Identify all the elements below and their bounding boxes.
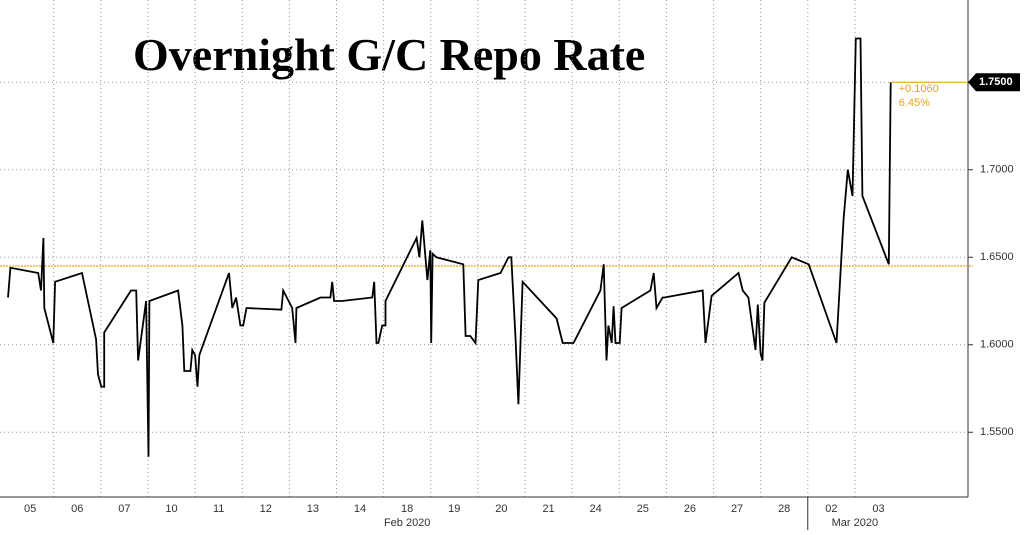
x-tick-label: 11 xyxy=(213,503,224,515)
annotation: +0.1060 xyxy=(899,83,939,95)
last-value-label: 1.7500 xyxy=(979,76,1013,88)
x-tick-label: 06 xyxy=(71,503,83,515)
x-tick-label: 26 xyxy=(684,503,696,515)
month-label: Feb 2020 xyxy=(384,517,430,529)
x-tick-label: 07 xyxy=(118,503,130,515)
x-tick-label: 25 xyxy=(637,503,649,515)
x-tick-label: 05 xyxy=(24,503,36,515)
x-tick-label: 12 xyxy=(260,503,272,515)
y-tick-label: 1.6000 xyxy=(980,339,1014,351)
last-value-box xyxy=(968,73,1020,92)
x-tick-label: 21 xyxy=(542,503,554,515)
y-tick-label: 1.5500 xyxy=(980,426,1014,438)
x-tick-label: 28 xyxy=(778,503,790,515)
annotation: 6.45% xyxy=(899,97,930,109)
y-tick-label: 1.7000 xyxy=(980,164,1014,176)
x-tick-label: 14 xyxy=(354,503,366,515)
x-tick-label: 24 xyxy=(590,503,602,515)
x-tick-label: 27 xyxy=(731,503,743,515)
y-tick-label: 1.6500 xyxy=(980,251,1014,263)
x-tick-label: 20 xyxy=(495,503,507,515)
month-label: Mar 2020 xyxy=(832,517,878,529)
x-tick-label: 18 xyxy=(401,503,413,515)
x-tick-label: 03 xyxy=(872,503,884,515)
chart-title: Overnight G/C Repo Rate xyxy=(133,29,645,80)
data-line xyxy=(7,37,892,457)
x-tick-label: 13 xyxy=(307,503,319,515)
x-tick-label: 19 xyxy=(448,503,460,515)
x-tick-label: 02 xyxy=(825,503,837,515)
x-tick-label: 10 xyxy=(165,503,177,515)
